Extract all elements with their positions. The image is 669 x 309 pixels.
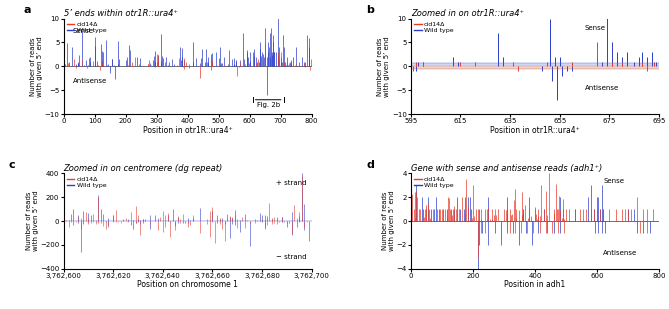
Text: a: a bbox=[24, 5, 31, 15]
Text: + strand: + strand bbox=[276, 180, 306, 186]
Bar bbox=[64, 221, 312, 222]
Bar bbox=[411, 66, 659, 69]
Legend: cid14Δ, Wild type: cid14Δ, Wild type bbox=[67, 176, 106, 188]
Text: Gene with sense and antisense reads (adh1⁺): Gene with sense and antisense reads (adh… bbox=[411, 163, 602, 172]
Legend: cid14Δ, Wild type: cid14Δ, Wild type bbox=[414, 176, 454, 188]
X-axis label: Position in otr1R::ura4⁺: Position in otr1R::ura4⁺ bbox=[490, 126, 580, 135]
Text: Zoomed in on otr1R::ura4⁺: Zoomed in on otr1R::ura4⁺ bbox=[411, 9, 524, 18]
Y-axis label: Number of reads
with given 5’ end: Number of reads with given 5’ end bbox=[377, 36, 391, 97]
Text: − strand: − strand bbox=[276, 254, 306, 260]
Text: c: c bbox=[9, 159, 15, 170]
Y-axis label: Number of reads
with given 5’ end: Number of reads with given 5’ end bbox=[25, 191, 39, 252]
Text: d: d bbox=[366, 159, 374, 170]
Text: Antisense: Antisense bbox=[73, 78, 107, 84]
Text: Antisense: Antisense bbox=[585, 85, 619, 91]
Text: Sense: Sense bbox=[603, 178, 624, 184]
Text: Zoomed in on centromere (dg repeat): Zoomed in on centromere (dg repeat) bbox=[64, 163, 223, 172]
Legend: cid14Δ, Wild type: cid14Δ, Wild type bbox=[414, 22, 454, 33]
Text: Antisense: Antisense bbox=[603, 249, 638, 256]
Y-axis label: Number of reads
with given 5’ end: Number of reads with given 5’ end bbox=[30, 36, 43, 97]
X-axis label: Position in adh1: Position in adh1 bbox=[504, 280, 565, 290]
Text: 5’ ends within otr1R::ura4⁺: 5’ ends within otr1R::ura4⁺ bbox=[64, 9, 177, 18]
Text: Sense: Sense bbox=[585, 25, 605, 32]
Y-axis label: Number of reads
with given 5’ end: Number of reads with given 5’ end bbox=[382, 191, 395, 252]
Bar bbox=[411, 63, 659, 66]
X-axis label: Position on chromosome 1: Position on chromosome 1 bbox=[137, 280, 238, 290]
Text: b: b bbox=[366, 5, 374, 15]
Text: Fig. 2b: Fig. 2b bbox=[257, 102, 280, 108]
Text: Sense: Sense bbox=[73, 28, 94, 34]
Legend: cid14Δ, Wild type: cid14Δ, Wild type bbox=[67, 22, 106, 33]
Bar bbox=[64, 220, 312, 221]
X-axis label: Position in otr1R::ura4⁺: Position in otr1R::ura4⁺ bbox=[142, 126, 232, 135]
